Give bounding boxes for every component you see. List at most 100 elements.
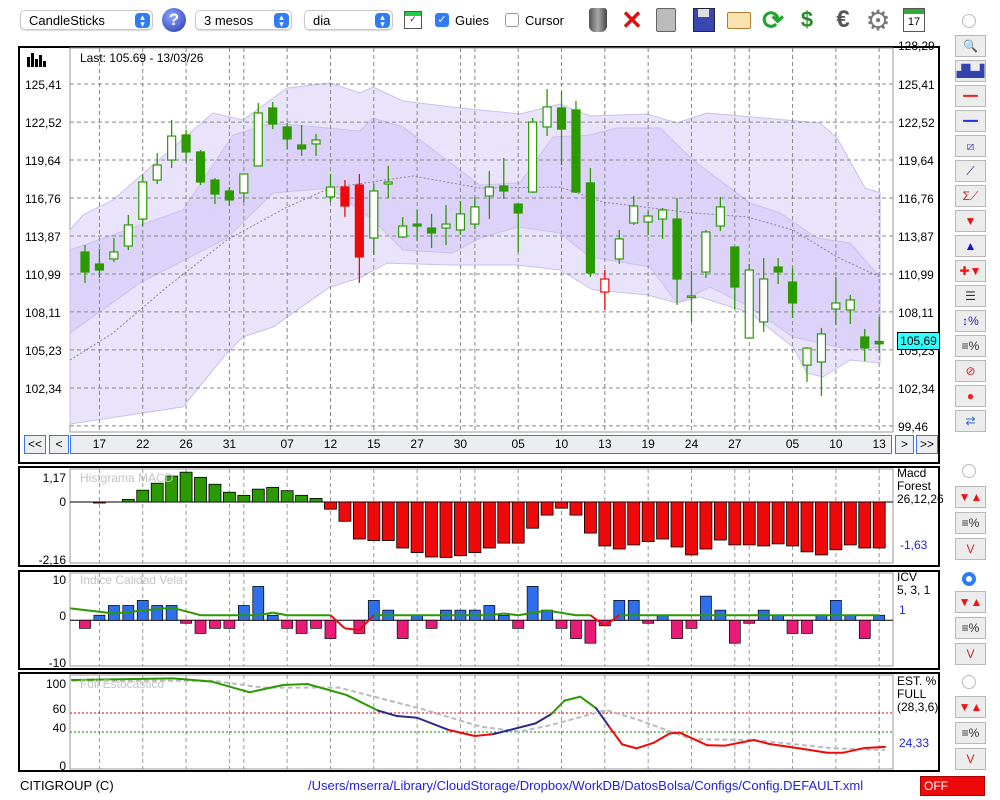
icv-panel-radio[interactable] — [962, 572, 976, 586]
stoch-panel-radio[interactable] — [962, 675, 976, 689]
status-off-badge[interactable]: OFF — [920, 776, 985, 796]
stoch-k-segment — [768, 742, 803, 750]
cursor-checkbox[interactable] — [505, 13, 519, 27]
icv-bar — [310, 619, 322, 629]
macd-panel[interactable] — [18, 466, 940, 567]
stoch-k-segment — [800, 747, 829, 754]
chart-type-select[interactable]: CandleSticks ▴ ▾ — [20, 10, 153, 30]
help-icon[interactable]: ? — [162, 8, 186, 32]
period-select[interactable]: 3 mesos ▴ ▾ — [195, 10, 292, 30]
candle — [860, 328, 870, 362]
stoch-k-segment — [652, 732, 671, 744]
red-horizontal-line-button[interactable]: ━━ — [955, 85, 986, 107]
calendar-icon[interactable]: 17 — [900, 6, 928, 34]
icv-bar — [165, 605, 178, 621]
macd-panel-radio[interactable] — [962, 464, 976, 478]
folder-icon[interactable] — [725, 6, 753, 34]
guides-checkbox[interactable]: ✓ — [435, 13, 449, 27]
lines-percent-button[interactable]: ≡% — [955, 335, 986, 357]
candle — [542, 89, 552, 137]
stoch-k-segment — [511, 722, 537, 731]
arrows-down-up-button[interactable]: ▼▲ — [955, 696, 986, 718]
red-dot-button[interactable]: ● — [955, 385, 986, 407]
stoch-plot-area — [69, 674, 894, 770]
arrows-down-up-button[interactable]: ▼▲ — [955, 486, 986, 508]
trash-icon[interactable] — [584, 6, 612, 34]
v-curve-button[interactable]: V — [955, 643, 986, 665]
candle — [210, 177, 220, 205]
euro-icon[interactable]: € — [836, 6, 850, 33]
gear-icon[interactable]: ⚙ — [865, 4, 891, 36]
v-curve-button[interactable]: V — [955, 748, 986, 770]
macd-histogram-bar — [584, 501, 597, 534]
date-axis-scrollbar[interactable] — [70, 435, 892, 454]
delete-icon[interactable]: ✕ — [621, 4, 643, 35]
macd-histogram-bar — [555, 501, 568, 509]
config-path-link[interactable]: /Users/mserra/Library/CloudStorage/Dropb… — [308, 778, 864, 793]
red-arrow-down-button[interactable]: ▼ — [955, 210, 986, 232]
v-curve-button[interactable]: V — [955, 538, 986, 560]
main-panel-radio[interactable] — [962, 14, 976, 28]
no-entry-button[interactable]: ⊘ — [955, 360, 986, 382]
candle-body — [802, 347, 812, 366]
date-label: 15 — [367, 437, 381, 451]
candle — [571, 100, 581, 193]
macd-histogram-bar — [872, 501, 886, 549]
interval-select[interactable]: dia ▴ ▾ — [304, 10, 393, 30]
lines-percent-button[interactable]: ≡% — [955, 722, 986, 744]
add-signal-button[interactable]: ✚▼ — [955, 260, 986, 282]
candle-body — [181, 134, 191, 153]
sync-button[interactable]: ⇄ — [955, 410, 986, 432]
stoch-k-segment — [563, 695, 582, 702]
zoom-button[interactable]: 🔍 — [955, 35, 986, 57]
stoch-k-segment — [579, 695, 598, 710]
date-label: 24 — [684, 437, 699, 451]
no-entry-icon: ⊘ — [965, 364, 976, 378]
macd-histogram-bar — [324, 501, 337, 510]
nav-first-button[interactable]: << — [24, 435, 46, 454]
icv-axis-label: -10 — [49, 656, 67, 670]
candle — [123, 214, 133, 251]
dashed-lines-button[interactable]: ☰ — [955, 285, 986, 307]
trendline-button[interactable]: ⟋ — [955, 160, 986, 182]
cursor-label: Cursor — [525, 13, 565, 28]
candle-body — [123, 224, 133, 247]
lines-percent-button[interactable]: ≡% — [955, 512, 986, 534]
sigma-trendline-button[interactable]: Σ⟋ — [955, 185, 986, 207]
main-chart-panel[interactable] — [18, 46, 940, 464]
candle-body — [426, 227, 437, 234]
blue-horizontal-line-button[interactable]: ━━ — [955, 110, 986, 132]
nav-prev-button[interactable]: < — [49, 435, 69, 454]
candle-body — [585, 182, 596, 274]
height-percent-button[interactable]: ↕% — [955, 310, 986, 332]
sigma-trendline-icon: Σ⟋ — [962, 188, 979, 203]
date-label: 10 — [554, 437, 569, 451]
candle-body — [224, 190, 234, 201]
stochastic-panel[interactable] — [18, 672, 940, 772]
icv-signal-segment — [113, 606, 172, 615]
blue-arrow-up-button[interactable]: ▲ — [955, 235, 986, 257]
nav-next-button[interactable]: > — [895, 435, 914, 454]
arrows-down-up-button[interactable]: ▼▲ — [955, 591, 986, 613]
candle — [730, 246, 740, 310]
stoch-k-segment — [595, 707, 611, 728]
refresh-icon[interactable]: ⟳ — [762, 4, 784, 35]
chart-window-icon[interactable]: ✓ — [404, 11, 422, 29]
chart-thumbnail-button[interactable]: ▟▙▟ — [955, 60, 986, 82]
lines-percent-button[interactable]: ≡% — [955, 617, 986, 639]
icv-panel[interactable] — [18, 570, 940, 670]
macd-histogram-bar — [309, 498, 323, 503]
save-icon[interactable] — [690, 6, 718, 34]
date-label: 13 — [598, 437, 612, 451]
macd-histogram-bar — [829, 501, 843, 551]
icv-last-value: 1 — [899, 603, 906, 617]
nav-last-button[interactable]: >> — [916, 435, 938, 454]
last-price-marker: 105,69 — [897, 332, 940, 350]
macd-histogram-bar — [598, 501, 612, 547]
channel-button[interactable]: ⧄ — [955, 135, 986, 157]
volume-bars-icon[interactable] — [27, 53, 47, 67]
date-label: 26 — [179, 437, 193, 451]
refresh-dollar-icon[interactable]: $ — [800, 7, 814, 32]
snapshot-icon[interactable] — [652, 6, 680, 34]
